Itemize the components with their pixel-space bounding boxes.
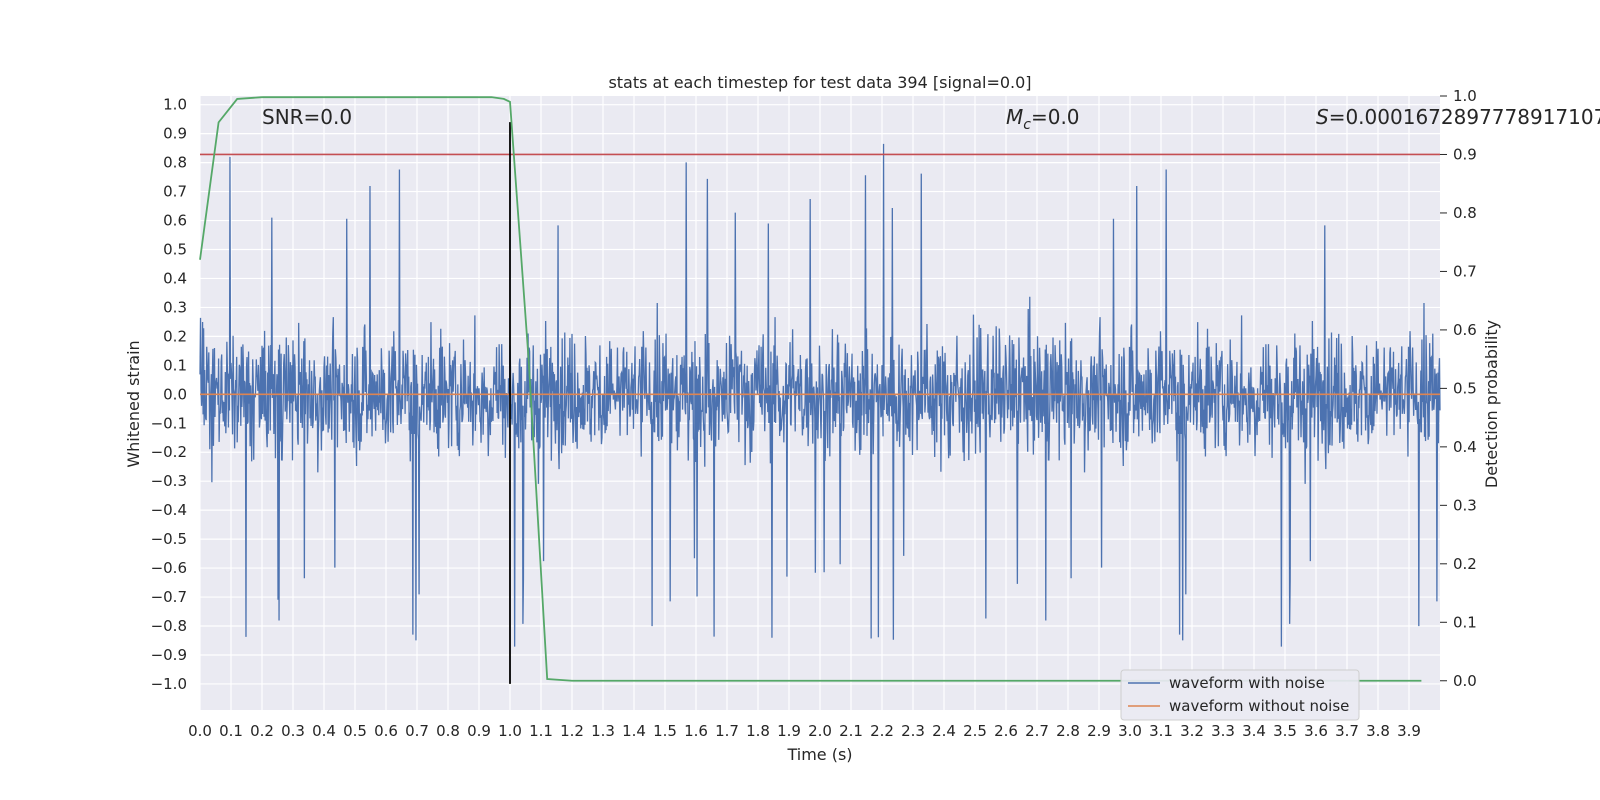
y-tick-label: 0.0 [163,385,187,403]
y-tick-label: −0.1 [151,414,187,432]
x-tick-label: 2.9 [1087,722,1111,740]
legend-label-noisy: waveform with noise [1169,674,1325,692]
x-tick-label: 0.5 [343,722,367,740]
x-tick-label: 1.1 [529,722,553,740]
y-tick-label: 0.5 [163,241,187,259]
x-tick-label: 3.8 [1366,722,1390,740]
legend: waveform with noise waveform without noi… [1120,669,1360,721]
chirp-mass-subscript: c [1023,117,1031,133]
x-tick-label: 3.5 [1273,722,1297,740]
y2-tick-label: 0.8 [1453,204,1477,222]
x-tick-label: 0.1 [219,722,243,740]
x-tick-label: 0.8 [436,722,460,740]
y-tick-label: 0.1 [163,356,187,374]
y2-tick-label: 0.3 [1453,496,1477,514]
y-tick-label: 0.8 [163,154,187,172]
legend-box [1120,669,1360,721]
y-tick-label: 0.6 [163,212,187,230]
x-tick-label: 2.5 [963,722,987,740]
y2-tick-label: 1.0 [1453,87,1477,105]
y-tick-label: −0.5 [151,530,187,548]
y2-tick-label: 0.6 [1453,321,1477,339]
x-tick-label: 2.3 [901,722,925,740]
series-line-detection-probability [199,96,1422,682]
y-tick-label: 1.0 [163,96,187,114]
x-tick-label: 3.4 [1242,722,1266,740]
chirp-mass-value: =0.0 [1031,105,1080,129]
x-tick-label: 0.7 [405,722,429,740]
y-tick-label: 0.3 [163,298,187,316]
x-tick-label: 0.6 [374,722,398,740]
chirp-mass-annotation: Mc=0.0 [1006,105,1080,133]
y2-tick-label: 0.4 [1453,438,1477,456]
x-tick-label: 3.0 [1118,722,1142,740]
y2-tick-label: 0.9 [1453,145,1477,163]
x-tick-label: 3.1 [1149,722,1173,740]
x-tick-label: 1.2 [560,722,584,740]
snr-annotation: SNR=0.0 [262,105,352,129]
y-axis-left: 1.0 0.9 0.8 0.7 0.6 0.5 0.4 0.3 0.2 0.1 0.0 −0.1 −0.… [151,96,187,693]
x-tick-label: 2.7 [1025,722,1049,740]
x-tick-label: 1.8 [746,722,770,740]
x-tick-label: 0.3 [281,722,305,740]
y-tick-label: 0.7 [163,183,187,201]
x-tick-label: 1.6 [684,722,708,740]
x-tick-label: 1.9 [777,722,801,740]
y-axis-right: 1.0 0.9 0.8 0.7 0.6 0.5 0.4 0.3 0.2 0.1 0.0 [1440,87,1477,690]
y-tick-label: −0.4 [151,501,187,519]
y-tick-label: −0.2 [151,443,187,461]
x-tick-label: 1.7 [715,722,739,740]
x-tick-label: 0.2 [250,722,274,740]
x-tick-label: 3.3 [1211,722,1235,740]
chart-title: stats at each timestep for test data 394… [608,73,1031,92]
legend-label-clean: waveform without noise [1169,697,1349,715]
y2-tick-label: 0.1 [1453,613,1477,631]
y-tick-label: −0.8 [151,617,187,635]
s-value: =0.00016728977789171076 [1329,105,1600,129]
x-tick-label: 2.0 [808,722,832,740]
y2-tick-label: 0.5 [1453,379,1477,397]
x-tick-label: 3.2 [1180,722,1204,740]
y-tick-label: −0.9 [151,646,187,664]
y2-axis-label: Detection probability [1482,320,1501,488]
y-tick-label: −0.6 [151,559,187,577]
s-annotation: S=0.00016728977789171076 [1316,105,1600,129]
x-tick-label: 2.2 [870,722,894,740]
y-tick-label: −1.0 [151,675,187,693]
x-tick-label: 0.9 [467,722,491,740]
x-tick-label: 2.6 [994,722,1018,740]
x-tick-label: 2.1 [839,722,863,740]
s-symbol: S [1316,105,1329,129]
y-axis-label: Whitened strain [124,340,143,467]
x-tick-label: 0.4 [312,722,336,740]
x-tick-label: 2.4 [932,722,956,740]
chirp-mass-symbol: M [1006,105,1023,129]
y-tick-label: 0.2 [163,327,187,345]
x-tick-label: 3.9 [1397,722,1421,740]
x-tick-label: 1.4 [622,722,646,740]
plot-content [199,96,1441,684]
y-tick-label: 0.4 [163,269,187,287]
x-tick-label: 2.8 [1056,722,1080,740]
x-tick-label: 0.0 [188,722,212,740]
y-tick-label: −0.3 [151,472,187,490]
x-tick-label: 1.5 [653,722,677,740]
x-tick-label: 1.3 [591,722,615,740]
y2-tick-label: 0.0 [1453,672,1477,690]
x-tick-label: 1.0 [498,722,522,740]
y2-tick-label: 0.2 [1453,555,1477,573]
x-axis-label: Time (s) [786,745,852,764]
y2-tick-label: 0.7 [1453,262,1477,280]
y-tick-label: 0.9 [163,125,187,143]
x-tick-label: 3.7 [1335,722,1359,740]
x-axis: 0.0 0.1 0.2 0.3 0.4 0.5 0.6 0.7 0.8 0.9 1.0 1.1 1.2 1… [188,722,1421,740]
x-tick-label: 3.6 [1304,722,1328,740]
y-tick-label: −0.7 [151,588,187,606]
